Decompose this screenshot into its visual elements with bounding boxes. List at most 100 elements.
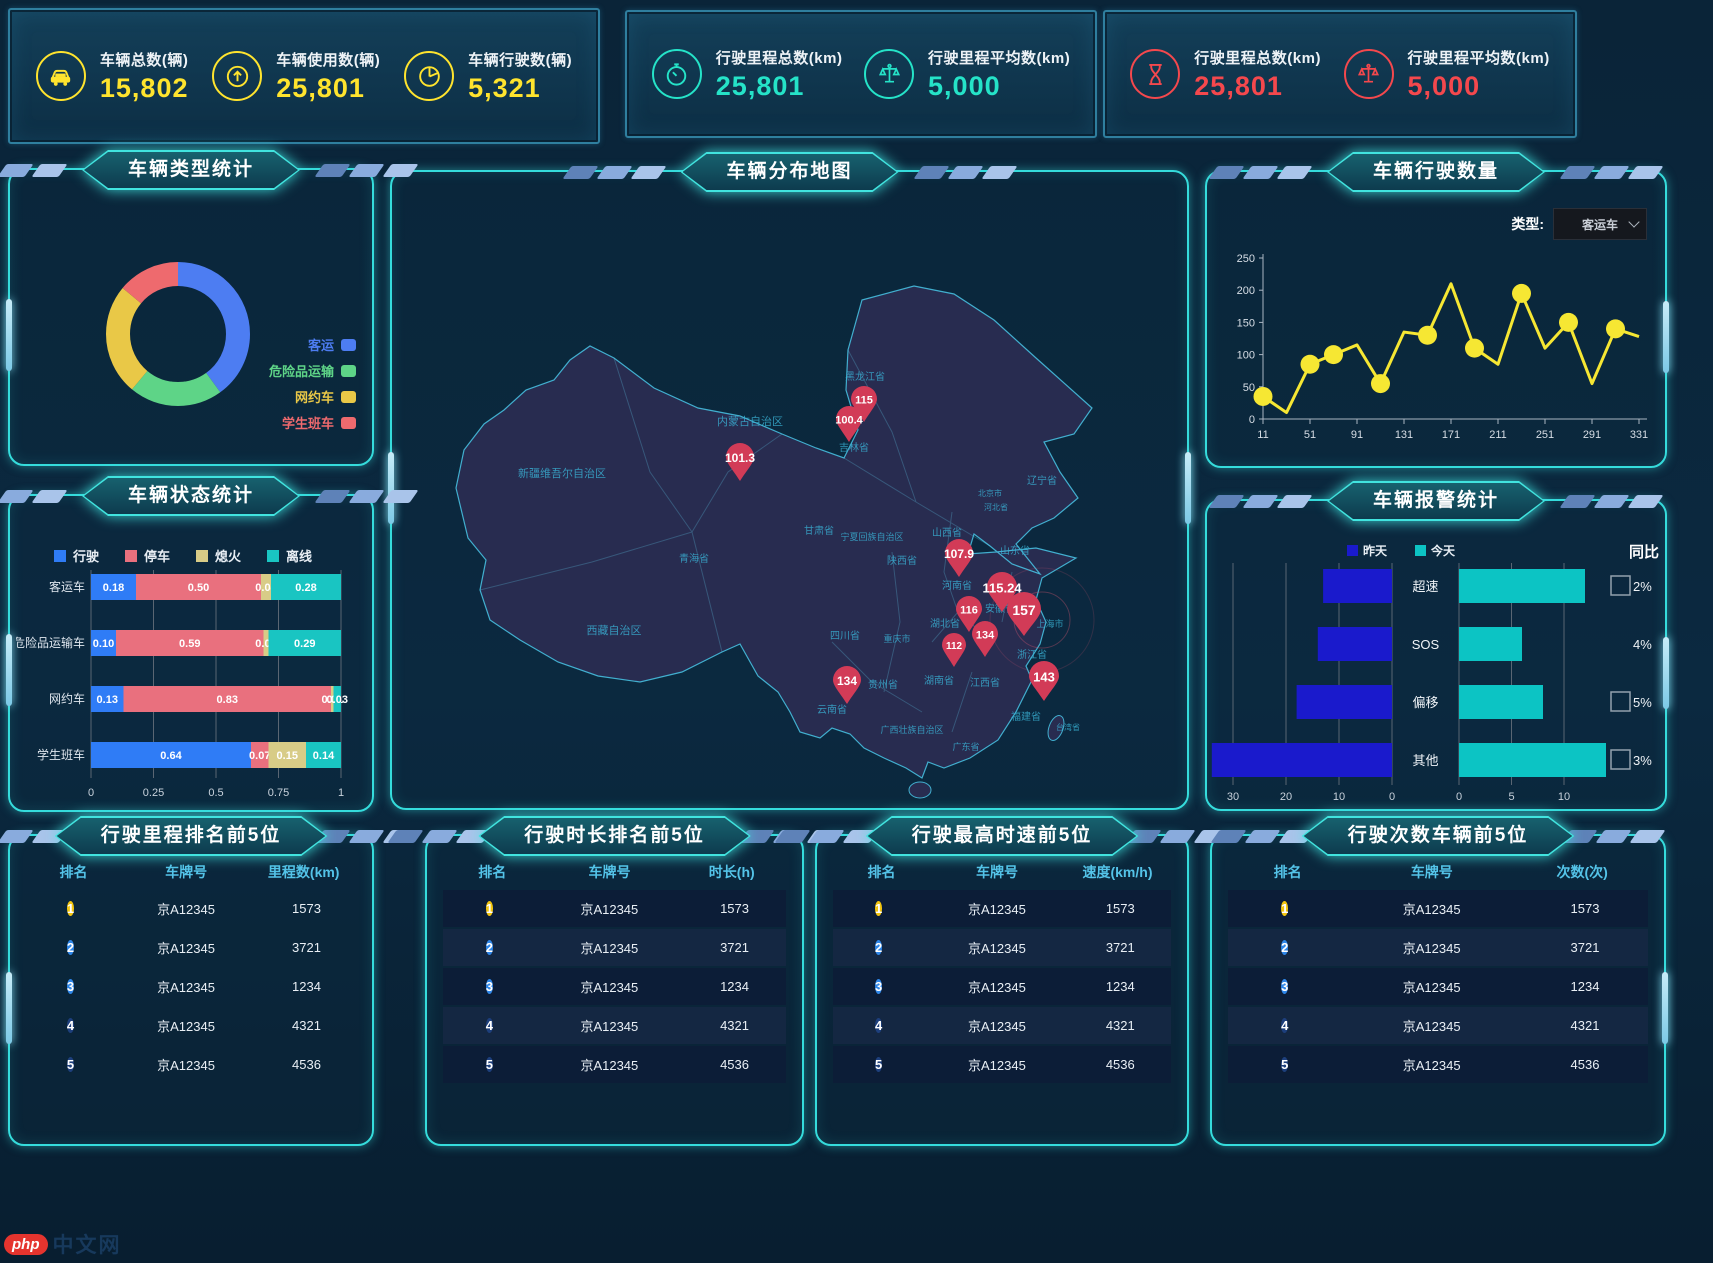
map-pin[interactable]: 101.3	[725, 443, 755, 481]
bar-segment-行驶[interactable]	[91, 630, 116, 656]
panel-edge-accent	[1663, 301, 1669, 374]
legend-swatch	[341, 416, 356, 429]
map-pin[interactable]: 100.4	[835, 406, 864, 442]
data-point[interactable]	[1465, 338, 1484, 358]
bar-segment-离线[interactable]	[271, 574, 341, 600]
bar-segment-行驶[interactable]	[91, 686, 124, 712]
category-label: 学生班车	[37, 747, 85, 762]
data-point[interactable]	[1300, 354, 1320, 374]
data-point[interactable]	[1559, 312, 1578, 332]
bar-yesterday[interactable]	[1296, 685, 1392, 719]
data-point[interactable]	[1606, 319, 1625, 339]
stopwatch-icon	[651, 49, 702, 99]
bar-segment-停车[interactable]	[136, 574, 261, 600]
category-label: 偏移	[1412, 695, 1438, 710]
pin-value-label: 115	[855, 395, 873, 407]
table-value: 1234	[720, 979, 749, 994]
bar-yesterday[interactable]	[1211, 743, 1392, 777]
bar-segment-熄火[interactable]	[331, 686, 334, 712]
php-logo: php	[4, 1233, 48, 1255]
province-label: 湖南省	[924, 674, 954, 687]
map-pin[interactable]: 134	[833, 666, 861, 704]
donut-slice-学生班车[interactable]	[106, 262, 250, 406]
donut-slice-网约车[interactable]	[106, 262, 250, 406]
table-header-cell: 排名	[867, 864, 896, 880]
data-point[interactable]	[1512, 283, 1531, 303]
legend-swatch[interactable]	[1415, 545, 1426, 556]
legend-item[interactable]: 离线	[267, 546, 312, 565]
legend-item[interactable]: 客运	[308, 335, 356, 354]
panel-top5-speed: 行驶最高时速前5位 排名 车牌号 速度(km/h) 1 京A12345 1573 2 京A12…	[774, 834, 1230, 1146]
rank-badge: 2	[66, 939, 75, 955]
province-label: 云南省	[817, 703, 847, 716]
stat-value: 15,802	[99, 72, 189, 103]
bar-segment-行驶[interactable]	[91, 742, 251, 768]
type-filter-select[interactable]: 客运车	[1553, 208, 1647, 240]
stat-item: 行驶里程总数(km) 25,801	[1130, 47, 1321, 102]
bar-today[interactable]	[1459, 743, 1606, 777]
bar-segment-离线[interactable]	[306, 742, 341, 768]
bar-value-label: 0.13	[97, 694, 118, 706]
yoy-percent-label: 4%	[1633, 637, 1652, 652]
map-pin[interactable]: 143	[1029, 661, 1059, 701]
pin-value-label: 112	[946, 641, 963, 652]
data-point[interactable]	[1324, 345, 1343, 365]
legend-item[interactable]: 熄火	[196, 546, 241, 565]
pin-value-label: 143	[1033, 670, 1055, 685]
plate-number: 京A12345	[968, 1019, 1026, 1034]
table-row: 1 京A12345 1573	[1228, 890, 1648, 927]
table-row: 3 京A12345 1234	[833, 968, 1171, 1005]
bar-segment-熄火[interactable]	[261, 574, 271, 600]
yoy-percent-label: 2%	[1633, 579, 1652, 594]
data-point[interactable]	[1253, 386, 1273, 406]
legend-item[interactable]: 行驶	[54, 546, 99, 565]
data-point[interactable]	[1418, 325, 1437, 345]
legend-item[interactable]: 网约车	[295, 387, 356, 406]
stat-item: 车辆行驶数(辆) 5,321	[404, 49, 572, 104]
legend-item[interactable]: 停车	[125, 546, 170, 565]
plate-number: 京A12345	[968, 902, 1026, 917]
legend-item[interactable]: 学生班车	[282, 413, 356, 432]
data-point[interactable]	[1371, 374, 1390, 394]
panel-title-map: 车辆分布地图	[680, 152, 898, 192]
bar-yesterday[interactable]	[1323, 569, 1392, 603]
yoy-checkbox[interactable]	[1610, 691, 1631, 712]
legend-item[interactable]: 危险品运输	[269, 361, 356, 380]
map-pin[interactable]: 112	[942, 633, 966, 667]
map-pin[interactable]: 134	[972, 621, 998, 657]
map-pin[interactable]: 107.9	[944, 539, 974, 577]
bar-segment-离线[interactable]	[333, 686, 342, 712]
table-value: 1573	[1105, 901, 1135, 916]
bar-segment-熄火[interactable]	[263, 630, 269, 656]
pin-value-label: 157	[1012, 602, 1036, 618]
legend-swatch[interactable]	[1347, 545, 1358, 556]
map-pin[interactable]: 157	[1007, 592, 1041, 636]
rank-badge: 1	[875, 900, 883, 916]
yoy-checkbox[interactable]	[1610, 749, 1631, 770]
table-value: 1573	[720, 901, 749, 916]
map-pin[interactable]: 115.24	[982, 572, 1022, 612]
bar-segment-离线[interactable]	[268, 630, 342, 656]
bar-today[interactable]	[1459, 569, 1585, 603]
table-header-cell: 里程数(km)	[267, 864, 340, 880]
bar-segment-行驶[interactable]	[91, 574, 136, 600]
bar-today[interactable]	[1459, 627, 1522, 661]
map-pin[interactable]: 115	[851, 386, 877, 422]
bar-segment-熄火[interactable]	[268, 742, 307, 768]
rank-badge: 5	[485, 1056, 493, 1072]
bar-segment-停车[interactable]	[116, 630, 264, 656]
stat-value: 25,801	[276, 72, 365, 103]
stats-group-mileage-red: 行驶里程总数(km) 25,801 行驶里程平均数(km) 5,000	[1103, 10, 1577, 138]
map-pin[interactable]: 116	[956, 596, 982, 632]
donut-slice-危险品运输[interactable]	[106, 262, 250, 406]
bar-yesterday[interactable]	[1317, 627, 1392, 661]
bar-today[interactable]	[1459, 685, 1543, 719]
rank-badge: 4	[66, 1017, 75, 1033]
title-deco-right	[1561, 830, 1666, 843]
panel-vehicle-status: 车辆状态统计 行驶 停车 熄火 离线 0 0.25 0.5 0.75 1 客运车 0.18 0.50…	[0, 494, 419, 812]
yoy-checkbox[interactable]	[1610, 575, 1631, 596]
bar-segment-停车[interactable]	[123, 686, 332, 712]
title-deco-right	[912, 166, 1018, 179]
bar-segment-停车[interactable]	[251, 742, 269, 768]
table-header-cell: 次数(次)	[1556, 864, 1608, 880]
